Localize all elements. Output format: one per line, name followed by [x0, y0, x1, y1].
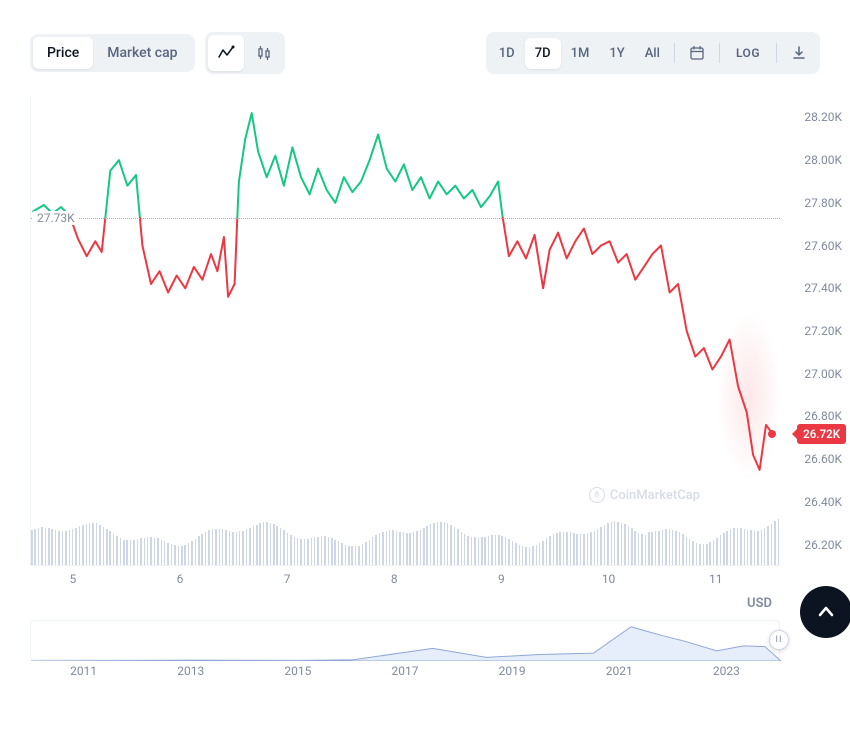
range-all[interactable]: All	[635, 38, 670, 69]
brush-labels: 2011 2013 2015 2017 2019 2021 2023	[30, 660, 780, 680]
brush-tick-label: 2021	[606, 664, 633, 678]
chart-container: 27.73K ⋔ CoinMarketCap 26.72K 28.20K28.0…	[30, 96, 780, 590]
y-tick-label: 27.60K	[804, 239, 842, 253]
y-tick-label: 27.80K	[804, 196, 842, 210]
tab-market-cap[interactable]: Market cap	[93, 37, 191, 69]
reference-line	[31, 218, 780, 219]
brush-tick-label: 2013	[177, 664, 204, 678]
x-tick-label: 11	[709, 572, 723, 586]
brush-track[interactable]: II	[30, 620, 780, 660]
chart-type-group	[205, 32, 285, 74]
x-tick-label: 7	[284, 572, 291, 586]
y-tick-label: 26.60K	[804, 452, 842, 466]
currency-label: USD	[747, 596, 772, 611]
y-tick-label: 26.40K	[804, 495, 842, 509]
x-tick-label: 6	[177, 572, 184, 586]
candlestick-icon[interactable]	[246, 35, 282, 71]
brush-handle[interactable]: II	[769, 630, 789, 650]
range-1y[interactable]: 1Y	[599, 38, 634, 69]
view-tab-group: Price Market cap	[30, 34, 195, 72]
watermark-icon: ⋔	[589, 487, 605, 503]
last-price-dot	[768, 430, 776, 438]
tab-price[interactable]: Price	[33, 37, 93, 69]
volume-band	[31, 509, 780, 565]
log-toggle[interactable]: LOG	[724, 38, 772, 68]
y-tick-label: 28.00K	[804, 153, 842, 167]
brush-tick-label: 2011	[70, 664, 97, 678]
current-price-badge: 26.72K	[797, 424, 846, 444]
range-buttons: 1D7D1M1YAll	[489, 38, 670, 69]
brush-tick-label: 2023	[713, 664, 740, 678]
y-tick-label: 26.80K	[804, 409, 842, 423]
range-1m[interactable]: 1M	[561, 38, 600, 69]
y-tick-label: 27.20K	[804, 324, 842, 338]
brush-tick-label: 2019	[499, 664, 526, 678]
calendar-icon[interactable]	[679, 35, 715, 71]
x-axis-labels: 5 6 7 8 9 10 11	[30, 566, 780, 590]
watermark-text: CoinMarketCap	[610, 488, 700, 503]
brush-container: II 2011 2013 2015 2017 2019 2021 2023	[30, 620, 780, 680]
download-icon[interactable]	[781, 35, 817, 71]
x-tick-label: 10	[602, 572, 616, 586]
y-tick-label: 28.20K	[804, 110, 842, 124]
toolbar-left: Price Market cap	[30, 32, 285, 74]
watermark: ⋔ CoinMarketCap	[589, 487, 700, 503]
separator	[719, 43, 720, 63]
x-tick-label: 8	[391, 572, 398, 586]
range-1d[interactable]: 1D	[489, 38, 525, 69]
chart-plot[interactable]: 27.73K ⋔ CoinMarketCap	[30, 96, 780, 566]
reference-label: 27.73K	[33, 211, 79, 225]
scroll-to-top-button[interactable]	[800, 586, 850, 638]
range-7d[interactable]: 7D	[525, 38, 561, 69]
toolbar: Price Market cap 1D7D1M1YAll LOG	[0, 0, 850, 84]
y-tick-label: 27.00K	[804, 367, 842, 381]
brush-sparkline	[31, 621, 781, 661]
separator	[674, 43, 675, 63]
brush-tick-label: 2015	[284, 664, 311, 678]
y-tick-label: 27.40K	[804, 281, 842, 295]
x-tick-label: 5	[69, 572, 76, 586]
brush-tick-label: 2017	[392, 664, 419, 678]
y-tick-label: 26.20K	[804, 538, 842, 552]
toolbar-right: 1D7D1M1YAll LOG	[486, 32, 820, 74]
x-tick-label: 9	[498, 572, 505, 586]
line-chart-icon[interactable]	[208, 35, 244, 71]
separator	[776, 43, 777, 63]
